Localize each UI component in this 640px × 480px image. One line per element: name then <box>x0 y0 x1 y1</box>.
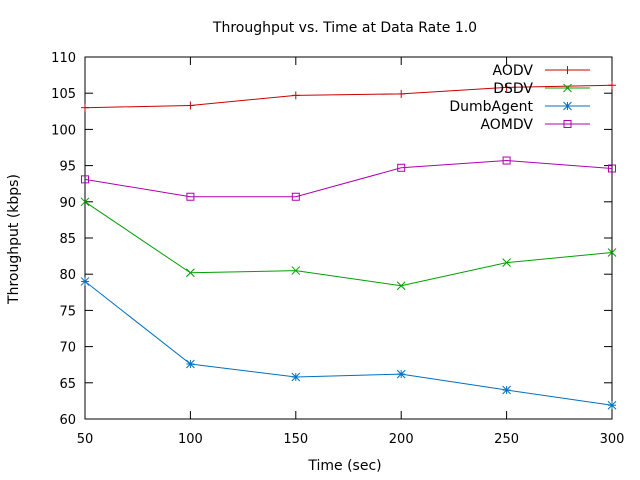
legend-marker <box>563 101 572 111</box>
y-tick-label: 105 <box>51 87 76 102</box>
legend-label: AOMDV <box>480 117 533 133</box>
series-aodv <box>81 81 616 112</box>
series-aomdv <box>81 156 616 201</box>
y-tick-label: 90 <box>59 196 76 211</box>
data-point <box>186 101 195 110</box>
data-point <box>607 248 617 257</box>
y-tick-label: 85 <box>59 232 76 247</box>
data-point <box>397 89 406 98</box>
data-point <box>186 192 195 201</box>
data-point <box>502 385 511 395</box>
data-point <box>502 156 511 165</box>
data-point <box>608 81 616 90</box>
x-tick-label: 300 <box>600 432 625 447</box>
series-dumbagent <box>80 277 617 410</box>
y-tick-label: 75 <box>59 304 76 319</box>
data-point <box>80 197 90 207</box>
data-point <box>396 369 406 379</box>
y-tick-label: 80 <box>59 268 76 283</box>
y-tick-label: 95 <box>59 160 76 175</box>
series-line <box>84 281 613 406</box>
x-tick-label: 250 <box>494 432 519 447</box>
legend-marker <box>563 83 572 93</box>
data-point <box>502 83 511 92</box>
x-axis-title: Time (sec) <box>307 458 381 474</box>
series-dsdv <box>80 197 617 291</box>
y-tick-label: 60 <box>59 413 76 428</box>
data-point <box>608 164 616 173</box>
data-point <box>291 192 300 201</box>
legend-label: DSDV <box>493 81 533 97</box>
data-point <box>291 91 300 100</box>
data-point <box>397 163 406 172</box>
data-point <box>81 175 89 184</box>
x-tick-label: 100 <box>178 432 203 447</box>
series-line <box>84 159 613 198</box>
y-tick-label: 70 <box>59 341 76 356</box>
data-point <box>502 258 511 267</box>
legend-marker <box>563 66 572 74</box>
legend: AODV DSDV DumbAgent AOMDV <box>449 63 590 133</box>
y-tick-label: 110 <box>51 51 76 66</box>
data-point <box>607 400 617 410</box>
y-tick-label: 65 <box>59 377 76 392</box>
legend-label: AODV <box>493 63 534 79</box>
data-point <box>80 277 90 286</box>
data-point <box>81 103 89 112</box>
data-point <box>186 268 195 278</box>
legend-marker <box>563 120 572 128</box>
chart-title: Throughput vs. Time at Data Rate 1.0 <box>212 20 477 36</box>
x-tick-label: 150 <box>283 432 308 447</box>
data-point <box>396 281 406 291</box>
x-tick-label: 200 <box>389 432 414 447</box>
data-point <box>291 266 301 275</box>
plot-area: 60 65 70 75 80 85 90 95 100 105 110 50 100 150 200 250 3… <box>51 51 624 447</box>
y-axis-title: Throughput (kbps) <box>6 174 22 305</box>
legend-label: DumbAgent <box>449 99 533 115</box>
series-line <box>84 84 613 109</box>
data-point <box>186 359 195 369</box>
data-point <box>291 372 301 382</box>
y-tick-label: 100 <box>51 123 76 138</box>
x-tick-label: 50 <box>77 432 94 447</box>
series-line <box>84 201 613 287</box>
